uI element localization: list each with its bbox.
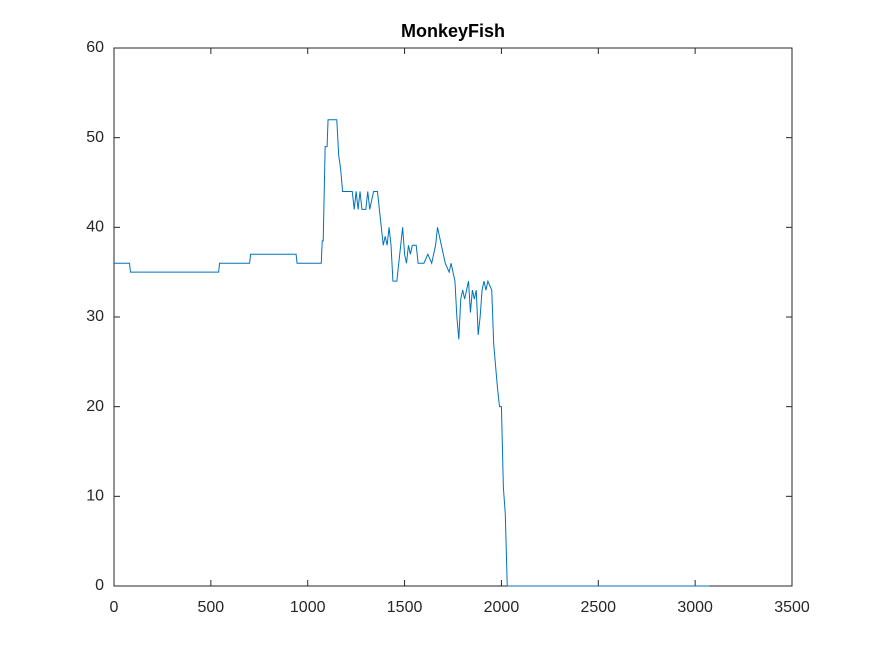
- y-tick-label: 60: [86, 39, 104, 56]
- x-tick-label: 3000: [677, 599, 713, 616]
- chart-title: MonkeyFish: [401, 21, 505, 41]
- y-tick-label: 40: [86, 219, 104, 236]
- x-tick-label: 1000: [290, 599, 326, 616]
- y-tick-label: 50: [86, 129, 104, 146]
- x-tick-label: 0: [110, 599, 119, 616]
- x-tick-label: 3500: [774, 599, 810, 616]
- axes-box: [113, 47, 793, 587]
- x-tick-label: 2500: [580, 599, 616, 616]
- x-tick-label: 1500: [387, 599, 423, 616]
- y-tick-label: 20: [86, 398, 104, 415]
- data-line: [114, 119, 710, 587]
- x-tick-label: 2000: [484, 599, 520, 616]
- y-tick-label: 0: [95, 577, 104, 594]
- x-tick-label: 500: [198, 599, 225, 616]
- y-tick-label: 30: [86, 308, 104, 325]
- y-tick-label: 10: [86, 488, 104, 505]
